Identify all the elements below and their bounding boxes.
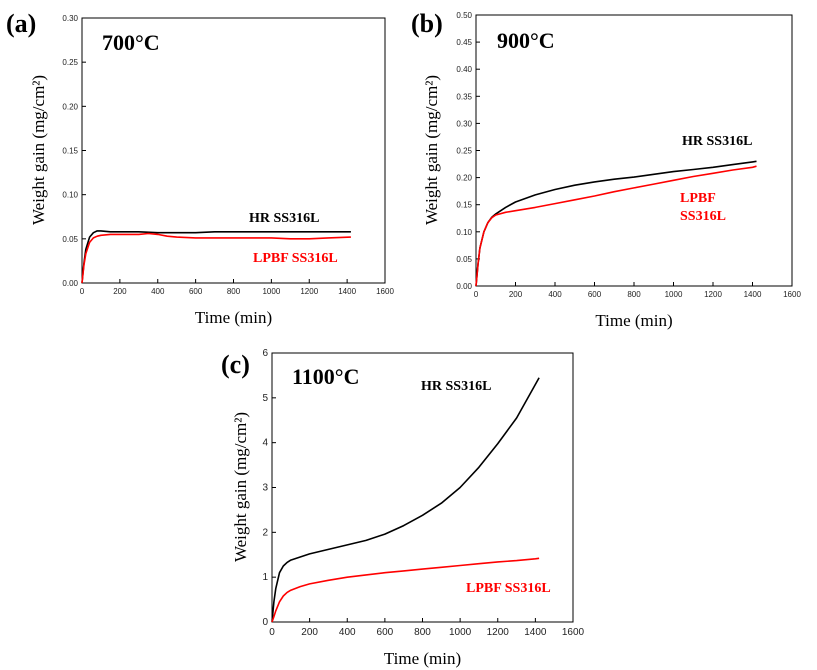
panel-b-y-tick-label: 0.05 [456,255,472,264]
panel-a-x-tick-label: 1000 [262,287,280,296]
panel-b-x-tick-label: 1600 [783,290,801,299]
panel-b-lpbf-label-1: LPBF [680,191,716,206]
panel-a-series-hr-line [81,230,351,284]
panel-a-y-tick-label: 0.15 [62,147,78,156]
panel-a-x-tick-label: 400 [151,287,165,296]
panel-b-y-tick-label: 0.15 [456,201,472,210]
panel-c-y-tick-label: 4 [262,438,268,449]
panel-c-y-tick-label: 2 [262,527,268,538]
panel-b-series-lpbf-line [475,165,757,287]
panel-c-y-tick-label: 1 [262,572,268,583]
panel-c-x-tick-label: 600 [377,627,394,638]
panel-c-y-tick-label: 6 [262,348,268,359]
panel-c-x-tick-label: 200 [301,627,318,638]
panel-c-x-tick-label: 1600 [562,627,585,638]
panel-c-x-tick-label: 1200 [487,627,510,638]
panel-b-y-tick-label: 0.40 [456,65,472,74]
panel-a-temperature: 700°C [102,30,160,55]
panel-b-x-tick-label: 800 [627,290,641,299]
panel-b-x-tick-label: 600 [588,290,602,299]
panel-a-x-tick-label: 0 [80,287,85,296]
panel-c-x-tick-label: 1400 [524,627,547,638]
panel-b-y-tick-label: 0.50 [456,11,472,20]
panel-c-series-hr-line [271,377,540,623]
panel-c-x-tick-label: 400 [339,627,356,638]
panel-a-hr-label: HR SS316L [249,211,319,226]
panel-c-y-tick-label: 5 [262,393,268,404]
panel-c-x-tick-label: 800 [414,627,431,638]
panel-c-y-tick-label: 0 [262,617,268,628]
panel-b-y-axis-title: Weight gain (mg/cm²) [422,75,441,225]
panel-c-lpbf-label: LPBF SS316L [466,581,551,596]
panel-a-y-axis-title: Weight gain (mg/cm²) [29,75,48,225]
panel-b-y-tick-label: 0.45 [456,38,472,47]
panel-a-y-tick-label: 0.05 [62,235,78,244]
panel-b-y-tick-label: 0.25 [456,147,472,156]
panel-c-hr-label: HR SS316L [421,379,491,394]
panel-c-x-tick-label: 0 [269,627,275,638]
panel-b-chart: (b) 900°C HR SS316L LPBF SS316L 0 200 400 6… [411,9,801,330]
panel-a-chart: (a) 700°C HR SS316L LPBF SS316L 0 200 400 6… [6,9,394,327]
panel-a-x-tick-label: 600 [189,287,203,296]
panel-b-y-tick-label: 0.35 [456,92,472,101]
panel-c-x-tick-label: 1000 [449,627,472,638]
panel-b-y-tick-label: 0.00 [456,282,472,291]
panel-a-y-tick-label: 0.20 [62,102,78,111]
panel-a-x-tick-label: 1400 [338,287,356,296]
panel-c-series-lpbf-line [271,557,540,623]
panel-a-y-tick-label: 0.30 [62,14,78,23]
panel-c-label: (c) [221,350,250,379]
panel-a-plot-frame [81,17,386,284]
panel-b-x-tick-label: 1200 [704,290,722,299]
panel-b-lpbf-label-2: SS316L [680,209,726,224]
panel-a-y-tick-label: 0.00 [62,279,78,288]
panel-b-x-tick-label: 0 [474,290,479,299]
panel-a-x-tick-label: 1200 [300,287,318,296]
panel-b-hr-label: HR SS316L [682,134,752,149]
panel-c-temperature: 1100°C [292,364,359,389]
panel-a-lpbf-label: LPBF SS316L [253,251,338,266]
panel-a-y-tick-label: 0.10 [62,191,78,200]
panel-b-y-tick-label: 0.20 [456,174,472,183]
panel-a-x-tick-label: 800 [227,287,241,296]
panel-b-label: (b) [411,9,443,38]
panel-b-x-tick-label: 1400 [744,290,762,299]
panel-b-temperature: 900°C [497,28,555,53]
panel-a-y-tick-label: 0.25 [62,58,78,67]
panel-c-y-tick-label: 3 [262,483,268,494]
panel-b-x-tick-label: 1000 [665,290,683,299]
panel-b-x-tick-label: 400 [548,290,562,299]
panel-b-x-axis-title: Time (min) [595,311,672,330]
panel-b-plot-frame [475,14,793,287]
panel-c-chart: (c) 1100°C HR SS316L LPBF SS316L 0 200 400… [221,348,585,668]
panel-a-x-tick-label: 200 [113,287,127,296]
panel-c-x-axis-title: Time (min) [384,649,461,668]
panel-b-y-tick-label: 0.10 [456,228,472,237]
panel-a-x-tick-label: 1600 [376,287,394,296]
panel-a-x-axis-title: Time (min) [195,308,272,327]
panel-a-series-lpbf-line [81,232,351,284]
panel-b-y-tick-label: 0.30 [456,119,472,128]
panel-c-y-axis-title: Weight gain (mg/cm²) [231,412,250,562]
panel-b-x-tick-label: 200 [509,290,523,299]
panel-a-label: (a) [6,9,36,38]
